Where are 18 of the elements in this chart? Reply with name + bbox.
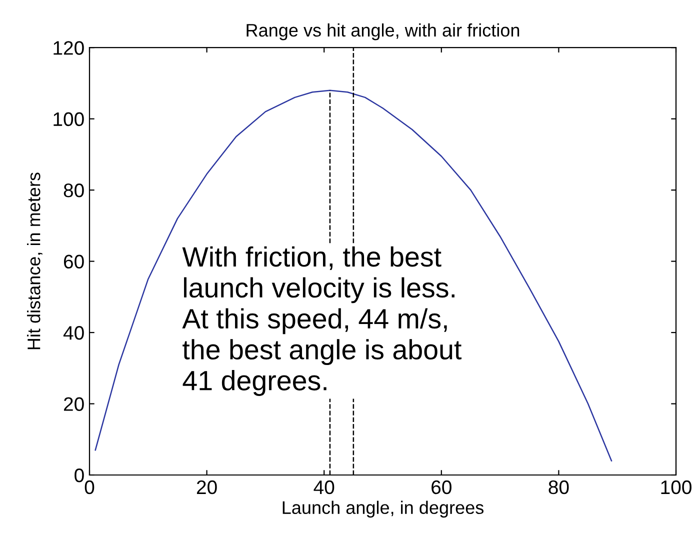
x-tick-label: 60	[432, 480, 452, 494]
y-tick-label: 40	[63, 326, 84, 340]
line-series	[94, 90, 612, 462]
y-tick-label: 80	[64, 184, 84, 198]
y-tick-label: 20	[64, 397, 84, 412]
y-tick-label: 0	[74, 468, 84, 482]
x-tick-label: 80	[548, 480, 569, 494]
chart-title: Range vs hit angle, with air friction	[246, 23, 520, 40]
y-tick-label: 100	[54, 112, 84, 126]
y-tick-label: 120	[54, 41, 84, 55]
x-tick-label: 40	[314, 480, 334, 494]
x-tick-label: 0	[84, 480, 94, 494]
annotation: With friction, the best launch velocity is less. At this speed, 44 m/s, the best angle is about 41 degrees.	[182, 246, 462, 396]
x-tick-label: 100	[661, 480, 692, 494]
y-tick-label: 60	[64, 254, 84, 269]
x-tick-label: 20	[196, 480, 217, 494]
y-axis-title: Hit distance, in meters	[27, 172, 42, 350]
x-axis-title: Launch angle, in degrees	[282, 500, 484, 518]
